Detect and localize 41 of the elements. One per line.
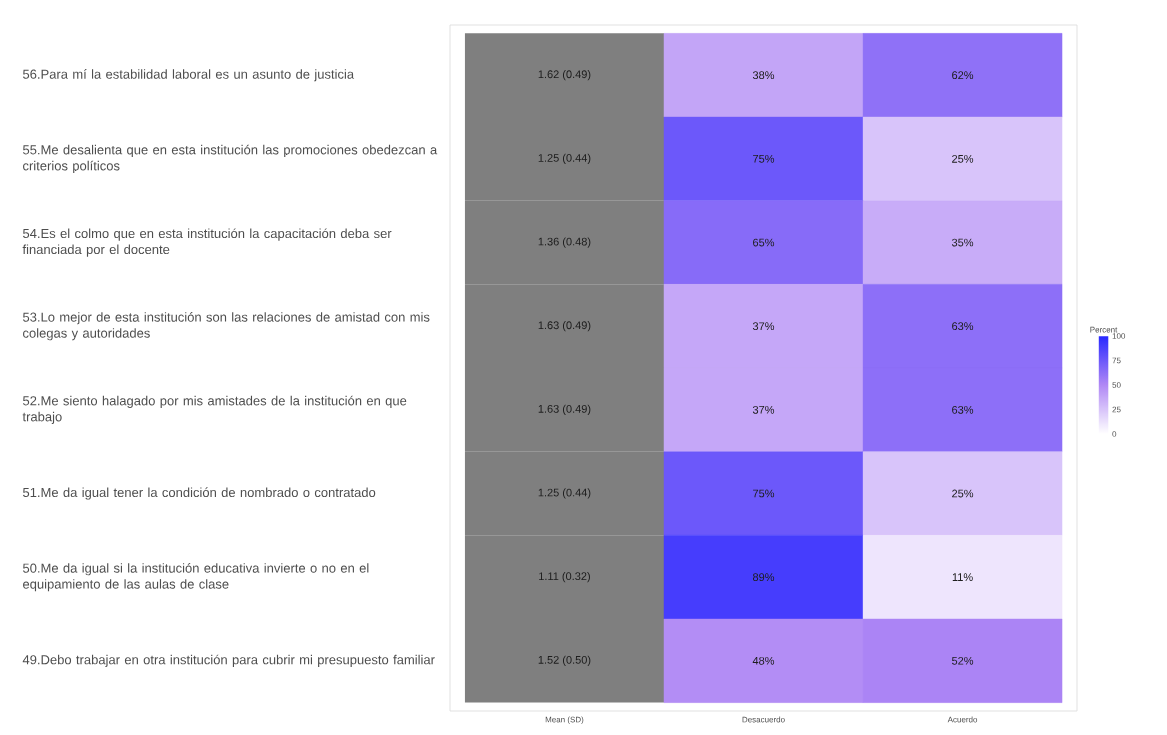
text: 1.52 (0.50): [538, 655, 591, 666]
y-tick-label: 56.Para mí la estabilidad laboral es un asunto de justicia: [22, 69, 355, 82]
text: 1.25 (0.44): [538, 153, 591, 164]
x-tick-label: Mean (SD): [545, 716, 584, 724]
text: 1.63 (0.49): [538, 404, 591, 415]
data-label: 63%: [952, 322, 974, 331]
y-tick-label: 51.Me da igual tener la condición de nombrado o contratado: [22, 487, 376, 500]
data-label: 62%: [952, 71, 974, 80]
x-tick-label: Desacuerdo: [742, 716, 785, 723]
text: 1.63 (0.49): [538, 321, 591, 332]
data-label: 37%: [752, 322, 775, 331]
text: 1.11 (0.32): [539, 572, 590, 583]
data-label: 11%: [952, 573, 973, 581]
data-label: 48%: [752, 656, 775, 665]
y-tick-label: 55.Me desalienta que en esta institución las promociones obedezcan a criterios políticos: [22, 144, 438, 173]
text: 1.25 (0.44): [538, 488, 591, 499]
y-tick-label: 49.Debo trabajar en otra institución para cubrir mi presupuesto familiar: [22, 654, 435, 667]
data-label: 37%: [752, 405, 775, 414]
color-bar-label: 75: [1112, 357, 1121, 364]
data-label: 25%: [952, 154, 974, 163]
y-tick-label: 50.Me da igual si la institución educativa invierte o no en el equipamiento de las aulas de clase: [22, 563, 369, 592]
color-bar-label: 0: [1112, 431, 1117, 437]
data-label: 75%: [753, 154, 775, 163]
data-label: 52%: [951, 656, 974, 665]
x-tick-label: Acuerdo: [947, 716, 978, 723]
text: 1.36 (0.48): [538, 237, 591, 248]
text: 1.62 (0.49): [538, 70, 591, 81]
color-bar-label: 50: [1112, 382, 1121, 388]
color-bar-label: 100: [1112, 333, 1126, 339]
data-label: 63%: [952, 405, 974, 414]
y-tick-label: 53.Lo mejor de esta institución son las relaciones de amistad con mis colegas y autoridades: [22, 312, 430, 341]
data-label: 75%: [753, 489, 775, 498]
data-label: 65%: [753, 238, 775, 247]
data-label: 38%: [752, 71, 775, 80]
color-bar-label: 25: [1112, 406, 1121, 413]
data-label: 89%: [752, 573, 775, 582]
y-tick-label: 52.Me siento halagado por mis amistades de la institución en que trabajo: [22, 395, 407, 424]
data-label: 35%: [951, 238, 974, 247]
y-tick-label: 54.Es el colmo que en esta institución la capacitación deba ser financiada por el docente: [22, 228, 392, 257]
color-bar-title: Percent: [1090, 326, 1118, 333]
data-label: 25%: [952, 489, 974, 498]
